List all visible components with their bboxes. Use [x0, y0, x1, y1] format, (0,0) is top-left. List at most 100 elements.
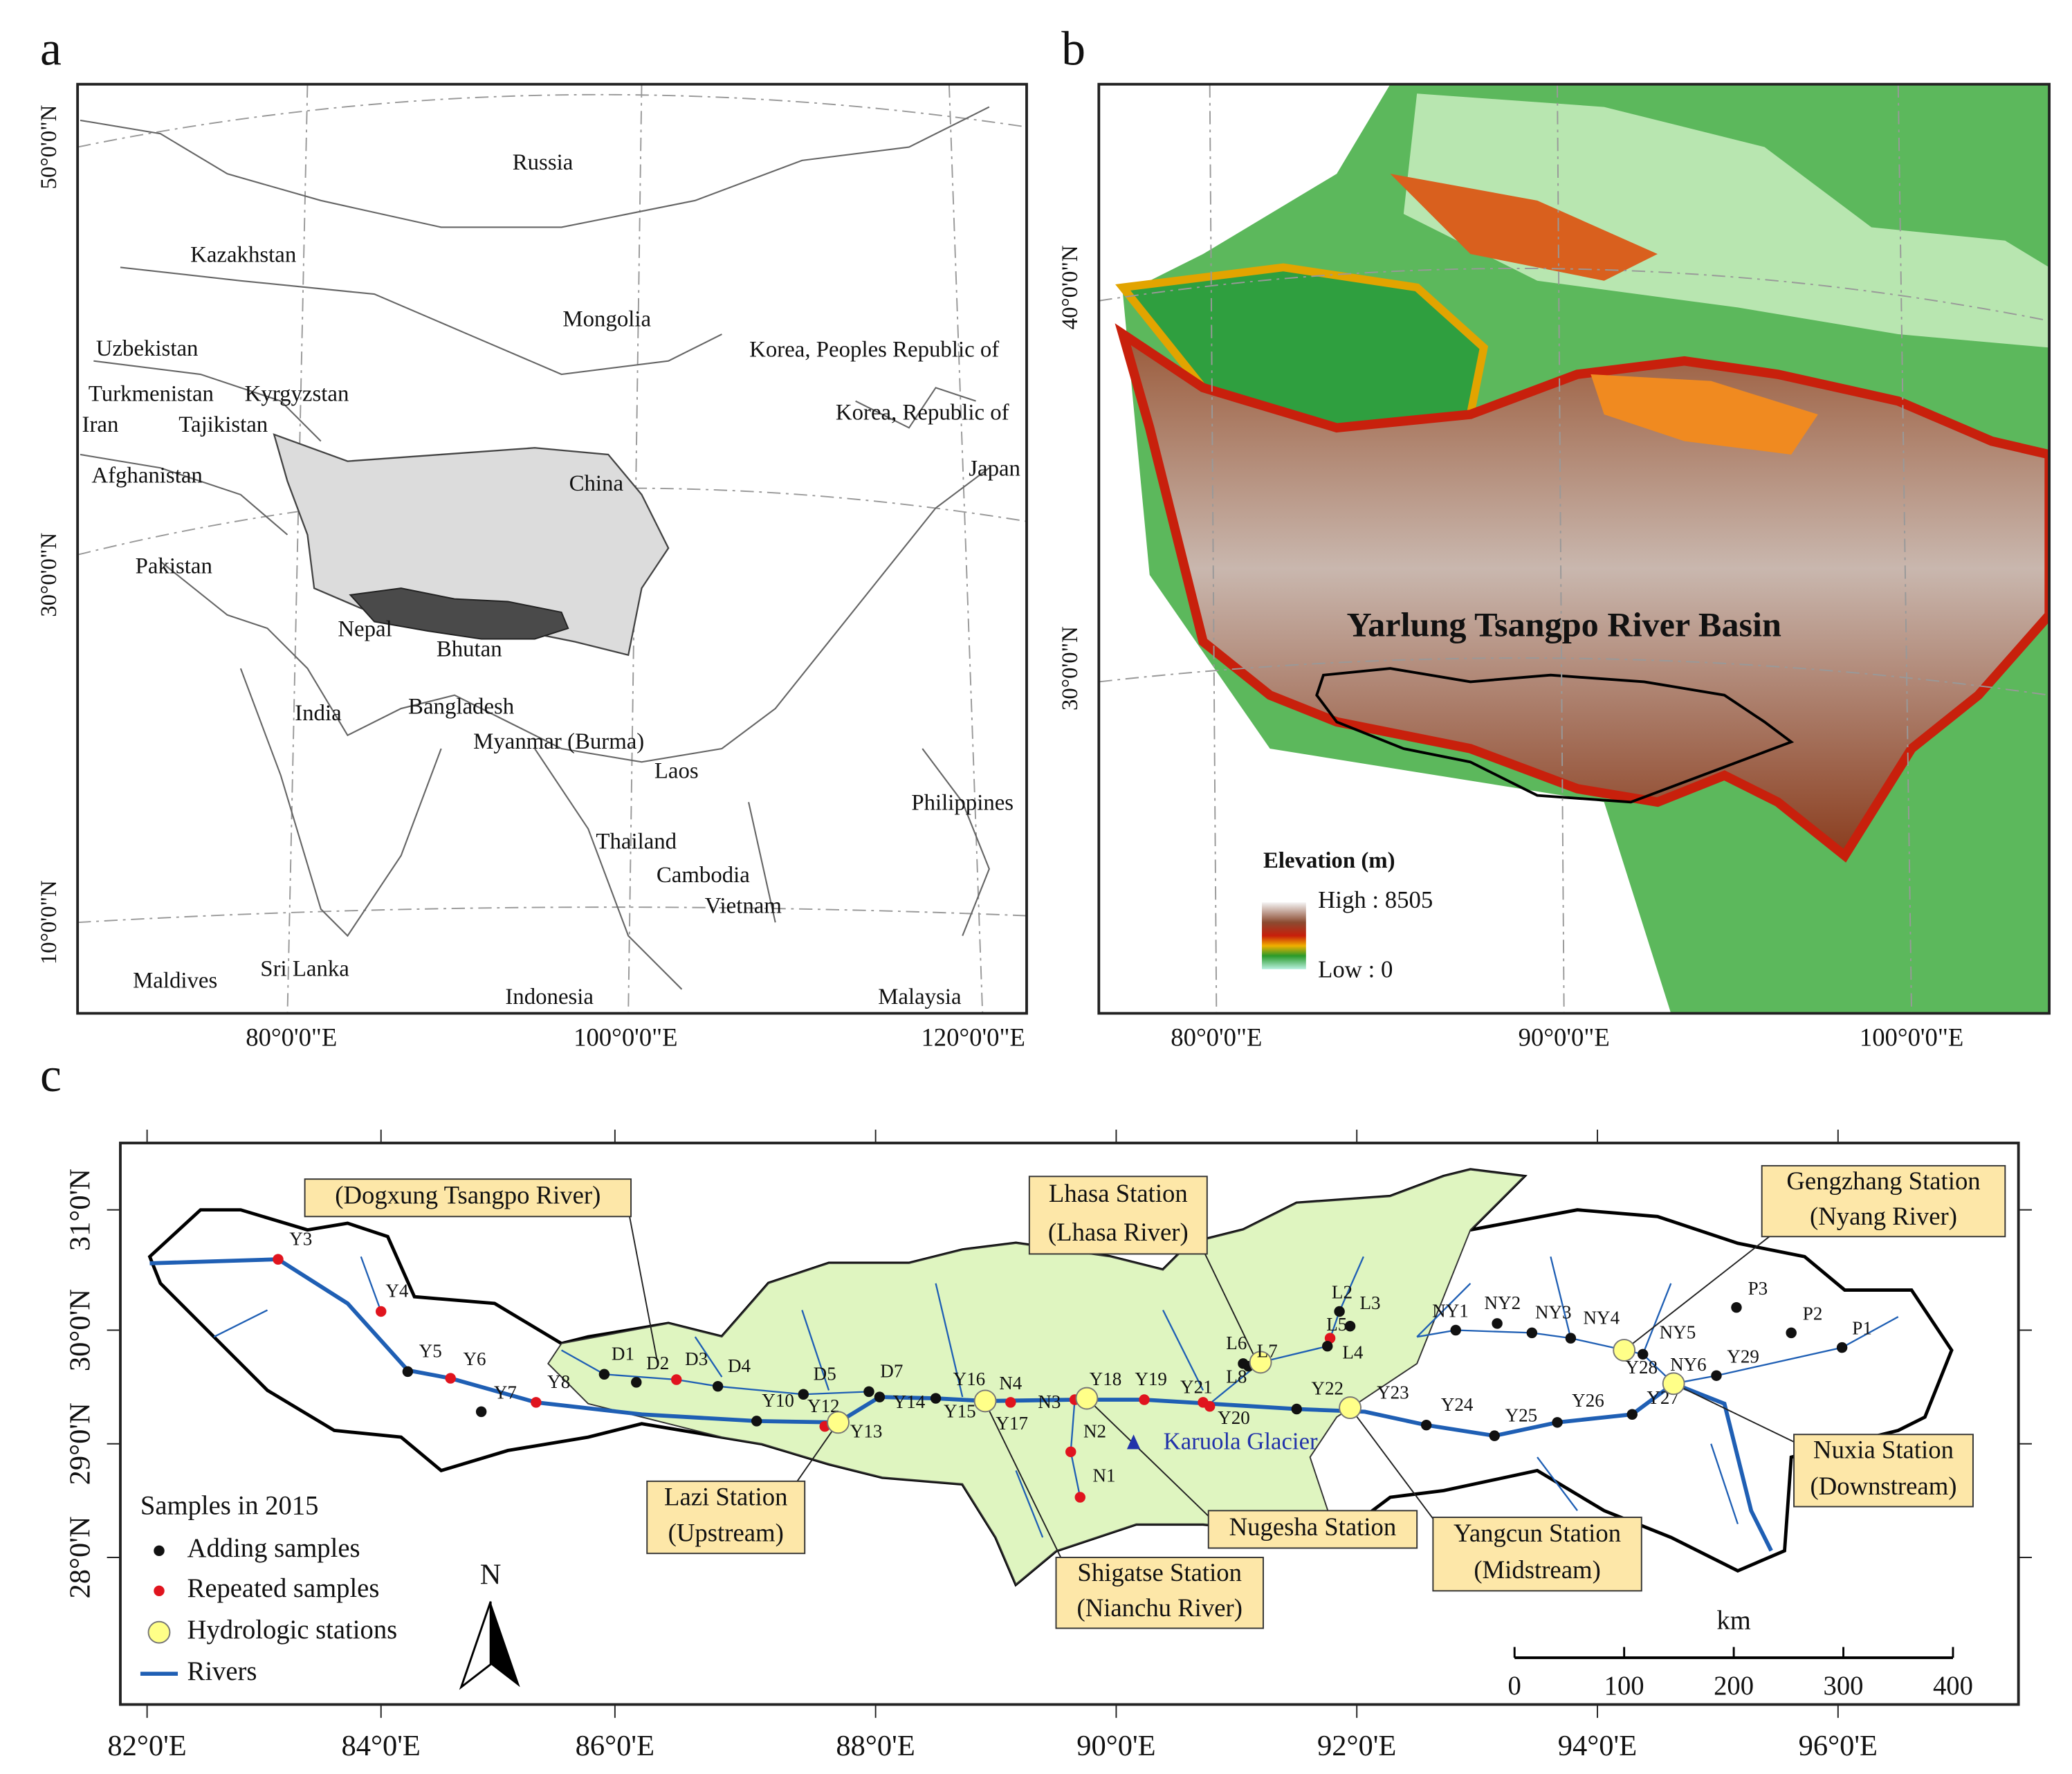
callout-text: Yangcun Station [1454, 1519, 1621, 1547]
lat-label: 30°0'0"N [1058, 626, 1083, 711]
hydrologic-station [1339, 1396, 1362, 1420]
sample-point [1074, 1492, 1085, 1503]
sample-label: NY4 [1584, 1307, 1620, 1328]
basin-title: Yarlung Tsangpo River Basin [1346, 605, 1781, 644]
sample-label: L3 [1360, 1292, 1381, 1313]
lon-label: 90°0'E [1076, 1730, 1155, 1762]
sample-point [1565, 1333, 1577, 1344]
country-name: Pakistan [136, 554, 212, 579]
country-name: Korea, Republic of [836, 401, 1009, 426]
panel-frame [119, 1142, 2020, 1706]
sample-label: D4 [728, 1355, 751, 1376]
sample-label: N4 [999, 1373, 1023, 1393]
sample-point [1526, 1327, 1538, 1339]
callout-text: Lhasa Station [1049, 1179, 1188, 1207]
country-name: Maldives [133, 969, 217, 994]
hydrologic-station [1075, 1387, 1099, 1410]
lon-label: 88°0'E [836, 1730, 915, 1762]
sample-point [1492, 1318, 1503, 1329]
country-name: Mongolia [562, 307, 651, 331]
sample-point [1552, 1417, 1563, 1428]
lat-label: 29°0'N [64, 1402, 97, 1485]
panel-label: b [1061, 22, 1085, 75]
callout-text: Nuxia Station [1813, 1436, 1954, 1464]
sample-label: N3 [1038, 1391, 1061, 1412]
panel-a [76, 82, 1028, 1015]
graticule [77, 84, 1027, 1014]
callout-box [1207, 1510, 1418, 1549]
sample-point [1637, 1348, 1649, 1360]
sample-point [631, 1377, 642, 1388]
sample-point [1450, 1324, 1461, 1336]
country-name: Bhutan [437, 637, 502, 662]
sample-label: Y17 [996, 1413, 1028, 1434]
callout-text: (Downstream) [1810, 1472, 1957, 1500]
callout-text: (Nianchu River) [1076, 1593, 1243, 1622]
sample-label: Y23 [1377, 1382, 1409, 1402]
legend-item: Rivers [187, 1657, 257, 1686]
sample-label: L8 [1226, 1366, 1247, 1387]
scale-label: 400 [1933, 1672, 1973, 1701]
callout-text: Gengzhang Station [1786, 1167, 1980, 1195]
lat-label: 50°0'0"N [37, 105, 62, 190]
legend-item: Repeated samples [187, 1574, 380, 1603]
legend-title: Elevation (m) [1263, 848, 1395, 873]
panel-label: a [40, 22, 62, 75]
tibetan-plateau [1115, 323, 2050, 863]
legend-item: Hydrologic stations [187, 1616, 398, 1645]
sample-label: Y26 [1572, 1390, 1604, 1411]
sample-point [1321, 1340, 1333, 1352]
callout-text: (Midstream) [1474, 1555, 1600, 1584]
sample-label: NY6 [1670, 1354, 1707, 1375]
hydrologic-station [1249, 1351, 1272, 1374]
legend-title: Samples in 2015 [140, 1491, 319, 1520]
lon-label: 86°0'E [576, 1730, 654, 1762]
sample-point [1344, 1320, 1356, 1332]
country-name: Turkmenistan [89, 381, 214, 406]
lon-label: 120°0'0"E [921, 1023, 1025, 1052]
lon-label: 92°0'E [1317, 1730, 1396, 1762]
sample-point [376, 1306, 387, 1317]
country-name: Nepal [338, 617, 392, 642]
sample-point [531, 1397, 542, 1408]
sample-label: Y8 [547, 1371, 570, 1392]
sample-label: D5 [814, 1363, 836, 1384]
sample-point [1139, 1394, 1150, 1405]
country-name: Philippines [911, 791, 1014, 816]
lon-label: 82°0'E [107, 1730, 186, 1762]
lon-label: 80°0'0"E [246, 1023, 337, 1052]
country-name: Uzbekistan [96, 336, 199, 361]
legend-symbol [147, 1620, 171, 1644]
sample-point [1005, 1397, 1016, 1408]
callout-text: (Lhasa River) [1048, 1218, 1189, 1246]
callout-text: (Dogxung Tsangpo River) [335, 1181, 600, 1209]
graticule [1099, 84, 2050, 1014]
panel-frame [76, 82, 1028, 1015]
sample-label: P3 [1748, 1278, 1768, 1299]
callout-text: Shigatse Station [1077, 1558, 1242, 1586]
elevation-colorbar [1262, 902, 1306, 969]
country-name: Malaysia [878, 985, 962, 1009]
sample-point [874, 1391, 886, 1402]
sample-label: Y18 [1090, 1369, 1122, 1389]
sample-label: NY5 [1660, 1322, 1696, 1343]
sample-point [1420, 1419, 1432, 1431]
sample-label: L7 [1257, 1341, 1278, 1362]
sample-point [798, 1389, 809, 1400]
sample-label: Y4 [385, 1281, 409, 1301]
sample-label: D2 [646, 1353, 669, 1373]
panel-frame [1097, 82, 2051, 1015]
sample-point [1065, 1446, 1076, 1458]
sample-label: P1 [1852, 1318, 1872, 1339]
country-name: India [295, 701, 342, 726]
callout-box [646, 1480, 806, 1555]
sample-point [1238, 1358, 1249, 1369]
country-name: Afghanistan [91, 463, 202, 488]
sample-label: D7 [880, 1361, 903, 1382]
sample-label: Y13 [850, 1420, 883, 1441]
sample-point [1711, 1370, 1722, 1381]
sample-label: Y6 [463, 1348, 486, 1369]
lon-label: 94°0'E [1558, 1730, 1637, 1762]
legend-low: Low : 0 [1318, 956, 1393, 983]
